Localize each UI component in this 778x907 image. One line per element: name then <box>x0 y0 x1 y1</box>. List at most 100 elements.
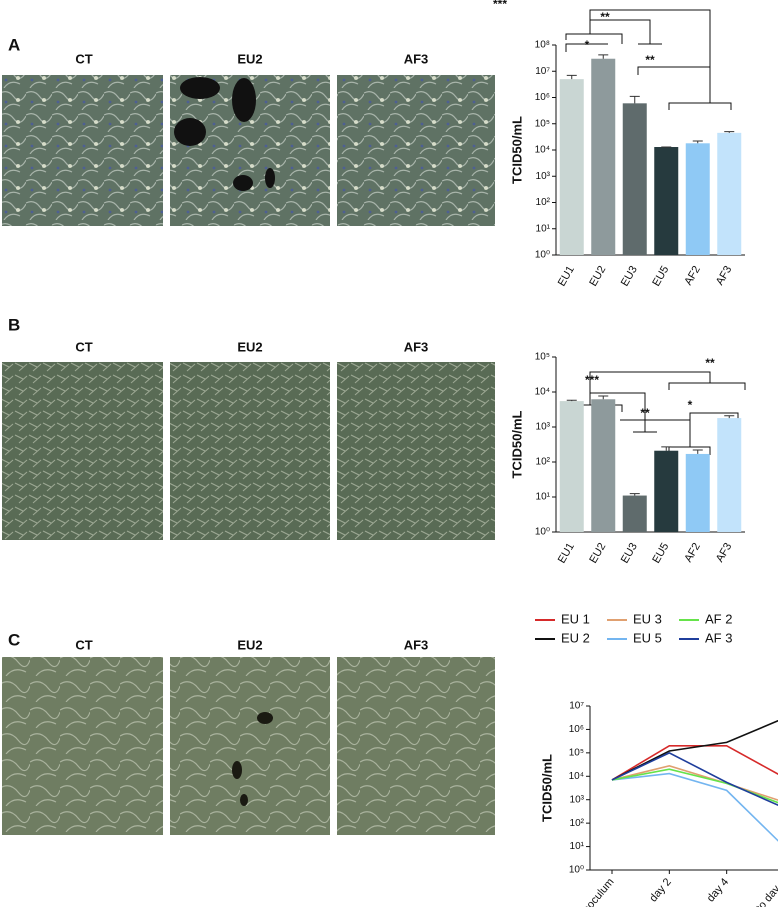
y-axis-label: TCID50/mL <box>509 410 524 478</box>
legend-label: AF 3 <box>705 630 732 645</box>
series-line <box>611 764 778 801</box>
y-tick-label: 10² <box>570 818 585 829</box>
significance-label: ** <box>600 10 610 24</box>
y-tick-label: 10⁴ <box>569 771 584 782</box>
micrograph <box>2 362 163 540</box>
y-tick-label: 10⁴ <box>535 145 550 156</box>
micrograph <box>337 75 495 226</box>
micrograph <box>2 75 163 226</box>
y-tick-label: 10³ <box>536 171 551 182</box>
x-tick-label: EU2 <box>587 541 608 566</box>
micrograph <box>170 657 330 835</box>
y-tick-label: 10⁰ <box>535 250 550 261</box>
x-tick-label: day 4 to day 6 <box>735 876 778 907</box>
x-tick-label: EU1 <box>556 541 577 566</box>
x-tick-label: AF2 <box>682 264 702 287</box>
image-label: EU2 <box>237 339 262 354</box>
micrograph <box>337 657 495 835</box>
error-bar <box>566 74 577 80</box>
legend-label: EU 1 <box>561 611 590 626</box>
x-tick-label: EU2 <box>587 264 608 289</box>
error-bar <box>692 449 703 454</box>
y-tick-label: 10⁰ <box>535 527 550 538</box>
panel-label: B <box>8 315 20 334</box>
bar <box>654 450 679 532</box>
lesions <box>174 77 275 191</box>
y-tick-label: 10⁴ <box>535 387 550 398</box>
bar <box>717 418 742 532</box>
x-tick-label: AF3 <box>714 264 734 287</box>
significance-label: * <box>688 398 693 412</box>
bar <box>559 401 584 532</box>
y-tick-label: 10¹ <box>570 841 585 852</box>
y-tick-label: 10⁶ <box>569 724 584 735</box>
bar <box>654 147 679 255</box>
error-bar <box>598 54 609 59</box>
legend-label: EU 5 <box>633 630 662 645</box>
y-tick-label: 10⁵ <box>535 118 550 129</box>
legend-label: EU 2 <box>561 630 590 645</box>
y-tick-label: 10⁸ <box>535 40 550 51</box>
significance-label: *** <box>585 373 599 387</box>
error-bar <box>692 140 703 144</box>
image-label: AF3 <box>404 637 429 652</box>
error-bar <box>724 131 735 133</box>
bar <box>559 79 584 255</box>
legend-label: EU 3 <box>633 611 662 626</box>
image-label: AF3 <box>404 339 429 354</box>
micrograph <box>170 362 330 540</box>
x-tick-label: EU3 <box>619 264 640 289</box>
error-bar <box>724 415 735 419</box>
panel-label: A <box>8 35 20 54</box>
x-tick-label: EU3 <box>619 541 640 566</box>
series-line <box>611 772 778 842</box>
error-bar <box>598 395 609 400</box>
significance-label: ** <box>640 406 650 420</box>
y-tick-label: 10⁰ <box>569 865 584 876</box>
y-axis-label: TCID50/mL <box>539 754 554 822</box>
bar <box>591 399 616 532</box>
y-tick-label: 10¹ <box>536 492 551 503</box>
y-tick-label: 10⁷ <box>535 66 550 77</box>
y-tick-label: 10³ <box>570 794 585 805</box>
significance-label: *** <box>493 0 507 11</box>
error-bar <box>566 399 577 402</box>
bar <box>591 58 616 255</box>
series-line <box>611 768 778 804</box>
significance-label: ** <box>645 53 655 67</box>
legend-label: AF 2 <box>705 611 732 626</box>
y-tick-label: 10² <box>536 457 551 468</box>
image-label: EU2 <box>237 637 262 652</box>
series-line <box>611 751 778 807</box>
bar <box>717 132 742 255</box>
significance-label: ** <box>705 356 715 370</box>
panel-label: C <box>8 630 20 649</box>
y-tick-label: 10¹ <box>536 223 551 234</box>
significance-label: * <box>585 38 590 52</box>
bar <box>685 143 710 255</box>
image-label: CT <box>75 637 92 652</box>
lesions <box>232 712 273 806</box>
bar <box>622 495 647 532</box>
y-tick-label: 10⁵ <box>569 747 584 758</box>
x-tick-label: day 2 <box>647 876 673 904</box>
series-line <box>611 745 778 781</box>
y-tick-label: 10³ <box>536 422 551 433</box>
y-tick-label: 10⁷ <box>569 701 584 712</box>
y-axis-label: TCID50/mL <box>509 116 524 184</box>
y-tick-label: 10⁵ <box>535 352 550 363</box>
series-line <box>611 719 778 781</box>
x-tick-label: EU1 <box>556 264 577 289</box>
bar <box>685 453 710 532</box>
significance-bracket <box>565 9 732 110</box>
bar <box>622 103 647 255</box>
x-tick-label: day 4 <box>705 876 731 904</box>
error-bar <box>629 95 640 104</box>
x-tick-label: AF2 <box>682 541 702 564</box>
error-bar <box>629 493 640 496</box>
image-label: AF3 <box>404 51 429 66</box>
micrograph <box>337 362 495 540</box>
image-label: CT <box>75 339 92 354</box>
x-tick-label: Inoculum <box>579 876 617 907</box>
